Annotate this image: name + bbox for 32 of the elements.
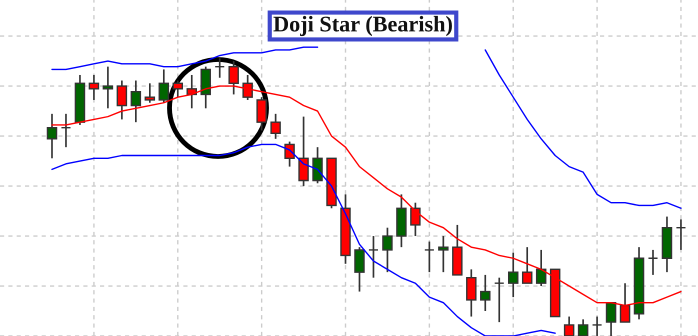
candlestick [606, 302, 616, 336]
candlestick [466, 268, 477, 318]
candlestick [424, 240, 435, 273]
candlestick [312, 146, 323, 184]
candlestick [144, 82, 156, 104]
candlestick [536, 249, 546, 287]
candlestick [60, 113, 72, 148]
candlestick [130, 80, 142, 124]
candlestick [676, 218, 686, 251]
chart-title: Doji Star (Bearish) [273, 16, 452, 36]
candlestick [214, 57, 225, 79]
candlestick [494, 276, 504, 323]
candlestick [88, 74, 100, 101]
candlestick [368, 235, 379, 279]
candlestick [480, 274, 491, 312]
candlestick [354, 246, 365, 292]
candlestick [410, 202, 421, 237]
candlestick [256, 96, 267, 132]
candlestick [270, 113, 281, 140]
candlestick [102, 66, 114, 110]
candlestick [564, 316, 574, 336]
candlestick [438, 235, 449, 273]
candlestick [158, 68, 170, 104]
candlestick [284, 140, 295, 168]
candlestick [382, 226, 393, 273]
candlestick [578, 318, 588, 336]
candlestick [508, 252, 518, 298]
candlestick [46, 113, 58, 160]
candlestick [592, 316, 602, 336]
candlestick [522, 246, 532, 284]
candlestick [298, 116, 309, 187]
candlestick [648, 249, 658, 276]
